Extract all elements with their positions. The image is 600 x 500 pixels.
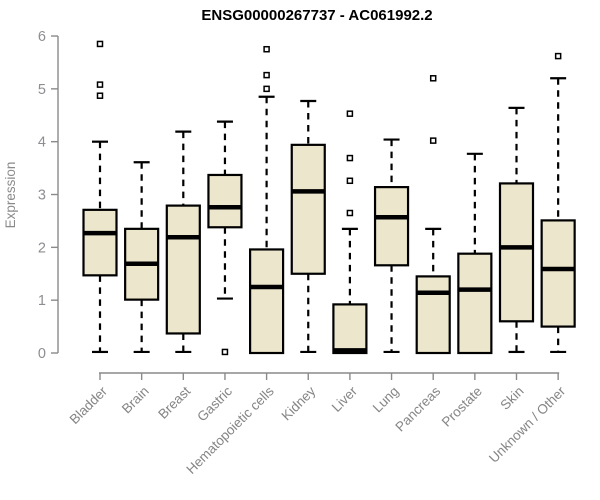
outlier-point	[346, 110, 354, 117]
boxplot-box-brain	[124, 161, 160, 354]
iqr-box	[249, 248, 285, 355]
boxplot-box-lung	[373, 138, 410, 354]
y-tick-label: 3	[38, 188, 46, 204]
y-tick-label: 5	[38, 82, 46, 98]
category-label: Skin	[497, 384, 526, 413]
y-tick-label: 6	[38, 29, 46, 45]
category-label: Pancreas	[392, 383, 443, 434]
category-label: Breast	[155, 383, 193, 421]
category-label: Liver	[329, 383, 361, 415]
boxplot-box-hematopoietic-cells	[249, 45, 285, 355]
y-tick-label: 1	[38, 293, 46, 309]
category-label: Prostate	[439, 384, 485, 430]
iqr-box	[82, 208, 118, 277]
boxplot-box-liver	[332, 110, 368, 355]
iqr-box	[290, 143, 326, 275]
category-label: Bladder	[67, 383, 111, 427]
boxplot-box-skin	[498, 106, 535, 354]
chart-title: ENSG00000267737 - AC061992.2	[201, 7, 432, 24]
category-label: Lung	[370, 384, 402, 416]
category-label: Kidney	[279, 383, 319, 423]
outlier-point	[346, 177, 354, 185]
iqr-box	[415, 275, 451, 355]
outlier-point	[263, 45, 270, 53]
iqr-box	[165, 204, 201, 335]
outlier-point	[263, 85, 270, 93]
boxplot-box-gastric	[207, 120, 243, 356]
outlier-point	[429, 75, 437, 82]
boxplot-box-kidney	[290, 99, 326, 354]
y-tick-label: 2	[38, 240, 46, 256]
outlier-point	[429, 137, 437, 144]
boxplot-box-breast	[165, 130, 201, 354]
category-label: Gastric	[194, 383, 235, 424]
iqr-box	[373, 186, 410, 267]
iqr-box	[457, 252, 493, 355]
boxplot-box-unknown-other	[540, 52, 576, 354]
outlier-point	[96, 81, 104, 88]
category-label: Unknown / Other	[486, 383, 569, 466]
iqr-box	[498, 182, 535, 323]
outlier-point	[554, 52, 562, 60]
outlier-point	[96, 92, 104, 99]
outlier-point	[221, 348, 229, 356]
boxplot-box-prostate	[457, 152, 493, 355]
boxplot-box-pancreas	[415, 75, 451, 355]
boxplot-box-bladder	[82, 40, 118, 354]
outlier-point	[96, 40, 104, 48]
category-label: Brain	[119, 384, 152, 417]
y-tick-label: 0	[38, 346, 46, 362]
iqr-box	[207, 173, 243, 229]
iqr-box	[540, 219, 576, 328]
outlier-point	[346, 209, 354, 217]
y-tick-label: 4	[38, 135, 46, 151]
iqr-box	[332, 303, 368, 355]
boxes-layer	[82, 40, 576, 356]
outlier-point	[263, 71, 270, 79]
y-axis-label: Expression	[3, 162, 18, 229]
outlier-point	[346, 154, 354, 162]
